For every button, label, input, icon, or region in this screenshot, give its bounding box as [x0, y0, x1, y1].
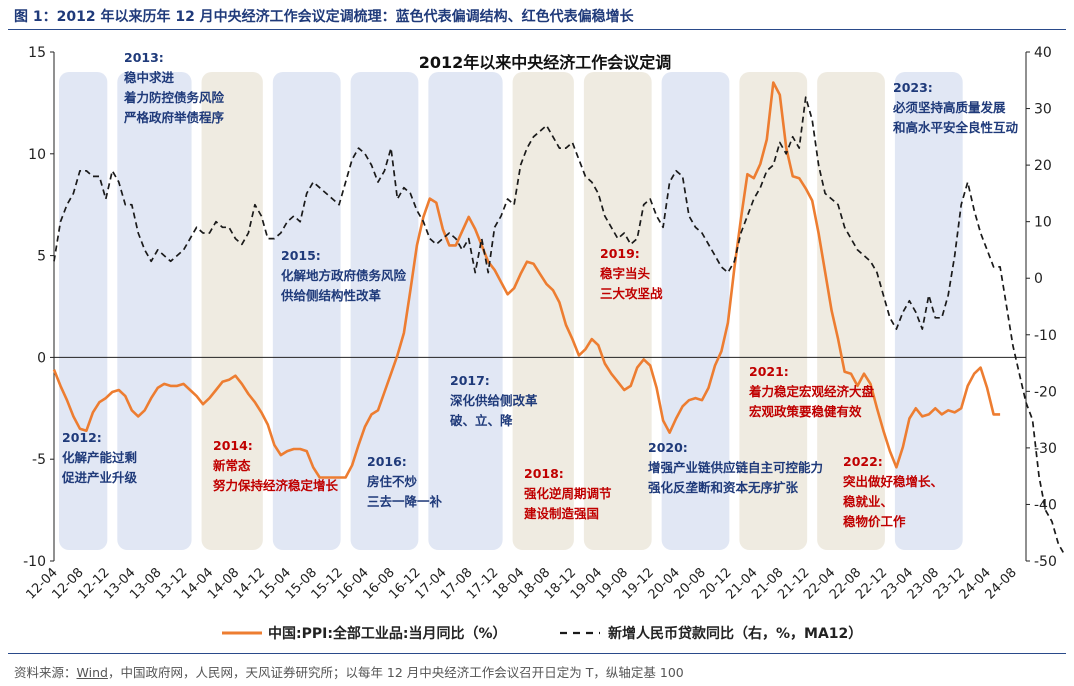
right-tick-label: -40 — [1034, 497, 1057, 513]
annotation-text: 着力防控债务风险 — [123, 90, 225, 105]
annotation-text: 2013: — [124, 50, 164, 65]
ppi-series-line — [52, 81, 1001, 479]
annotation-text: 强化逆周期调节 — [524, 486, 612, 501]
annotation-text: 新常态 — [213, 458, 251, 473]
period-band-2 — [201, 72, 263, 550]
source-rest: ，中国政府网，人民网，天风证券研究所；以每年 12 月中央经济工作会议召开日定为… — [107, 665, 684, 680]
legend-label-loan: 新增人民币贷款同比（右，%，MA12） — [608, 625, 862, 642]
period-band-9 — [739, 72, 808, 550]
annotation-text: 2019: — [600, 246, 640, 261]
right-tick-label: 0 — [1034, 271, 1043, 287]
legend-label-ppi: 中国:PPI:全部工业品:当月同比（%） — [268, 625, 507, 642]
annotation-text: 严格政府举债程序 — [123, 110, 225, 125]
period-band-4 — [350, 72, 419, 550]
annotation-text: 破、立、降 — [450, 413, 513, 428]
annotation-text: 2018: — [524, 466, 564, 481]
annotation-text: 2012: — [62, 430, 102, 445]
period-band-5 — [428, 72, 503, 550]
annotation-text: 必须坚持高质量发展 — [892, 100, 1006, 115]
annotation-text: 稳字当头 — [600, 266, 651, 281]
annotation-text: 化解产能过剩 — [62, 450, 137, 465]
left-tick-label: 0 — [37, 350, 46, 366]
annotation-text: 2015: — [281, 248, 321, 263]
period-bands — [59, 72, 963, 550]
right-tick-label: 30 — [1034, 102, 1052, 118]
annotation-text: 建设制造强国 — [524, 506, 599, 521]
annotation-text: 2016: — [367, 454, 407, 469]
annotation-text: 2021: — [749, 364, 789, 379]
period-band-8 — [661, 72, 730, 550]
annotation-text: 三大攻坚战 — [600, 286, 663, 301]
bottom-rule — [8, 653, 1066, 654]
top-rule — [8, 29, 1066, 30]
annotation-text: 增强产业链供应链自主可控能力 — [648, 460, 823, 475]
annotation-text: 2023: — [893, 80, 933, 95]
loan-series-line — [53, 96, 1066, 556]
annotation-text: 稳就业、 — [843, 494, 893, 509]
figure-title: 图 1：2012 年以来历年 12 月中央经济工作会议定调梳理：蓝色代表偏调结构… — [14, 9, 634, 25]
annotation-text: 促进产业升级 — [61, 470, 138, 485]
right-tick-label: -50 — [1034, 554, 1057, 570]
series-lines — [52, 81, 1066, 556]
right-tick-label: -30 — [1034, 441, 1057, 457]
chart-title: 2012年以来中央经济工作会议定调 — [419, 53, 672, 72]
left-tick-label: 15 — [28, 45, 46, 61]
annotation-text: 房住不炒 — [367, 474, 418, 489]
right-tick-label: -10 — [1034, 328, 1057, 344]
left-tick-label: 5 — [37, 249, 46, 265]
annotation-text: 化解地方政府债务风险 — [281, 268, 407, 283]
annotation-text: 着力稳定宏观经济大盘 — [748, 384, 875, 399]
period-band-7 — [583, 72, 652, 550]
annotation-text: 宏观政策要稳健有效 — [749, 404, 862, 419]
annotation-text: 突出做好稳增长、 — [843, 474, 943, 489]
annotation-text: 稳中求进 — [124, 70, 175, 85]
right-tick-label: -20 — [1034, 384, 1057, 400]
period-band-1 — [117, 72, 192, 550]
annotation-text: 供给侧结构性改革 — [280, 288, 382, 303]
annotation-text: 努力保持经济稳定增长 — [212, 478, 339, 493]
annotation-text: 2020: — [648, 440, 688, 455]
left-tick-label: -5 — [32, 452, 46, 468]
annotation-text: 稳物价工作 — [843, 514, 906, 529]
source-prefix: 资料来源： — [14, 665, 77, 680]
left-tick-label: -10 — [23, 554, 46, 570]
source-wind-link[interactable]: Wind — [76, 665, 108, 680]
source-note: 资料来源：Wind，中国政府网，人民网，天风证券研究所；以每年 12 月中央经济… — [14, 662, 684, 681]
annotation-text: 三去一降一补 — [367, 494, 443, 509]
annotation-text: 强化反垄断和资本无序扩张 — [648, 480, 799, 495]
left-tick-label: 10 — [28, 147, 46, 163]
annotation-text: 和高水平安全良性互动 — [892, 120, 1019, 135]
annotation-text: 深化供给侧改革 — [450, 393, 538, 408]
period-band-11 — [894, 72, 963, 550]
right-tick-label: 10 — [1034, 215, 1052, 231]
right-tick-label: 40 — [1034, 45, 1052, 61]
right-tick-label: 20 — [1034, 158, 1052, 174]
period-band-0 — [59, 72, 108, 550]
period-band-6 — [512, 72, 574, 550]
annotation-text: 2022: — [843, 454, 883, 469]
legend: 中国:PPI:全部工业品:当月同比（%） 新增人民币贷款同比（右，%，MA12） — [222, 625, 862, 642]
annotation-text: 2017: — [450, 373, 490, 388]
period-band-10 — [817, 72, 885, 550]
annotation-text: 2014: — [213, 438, 253, 453]
